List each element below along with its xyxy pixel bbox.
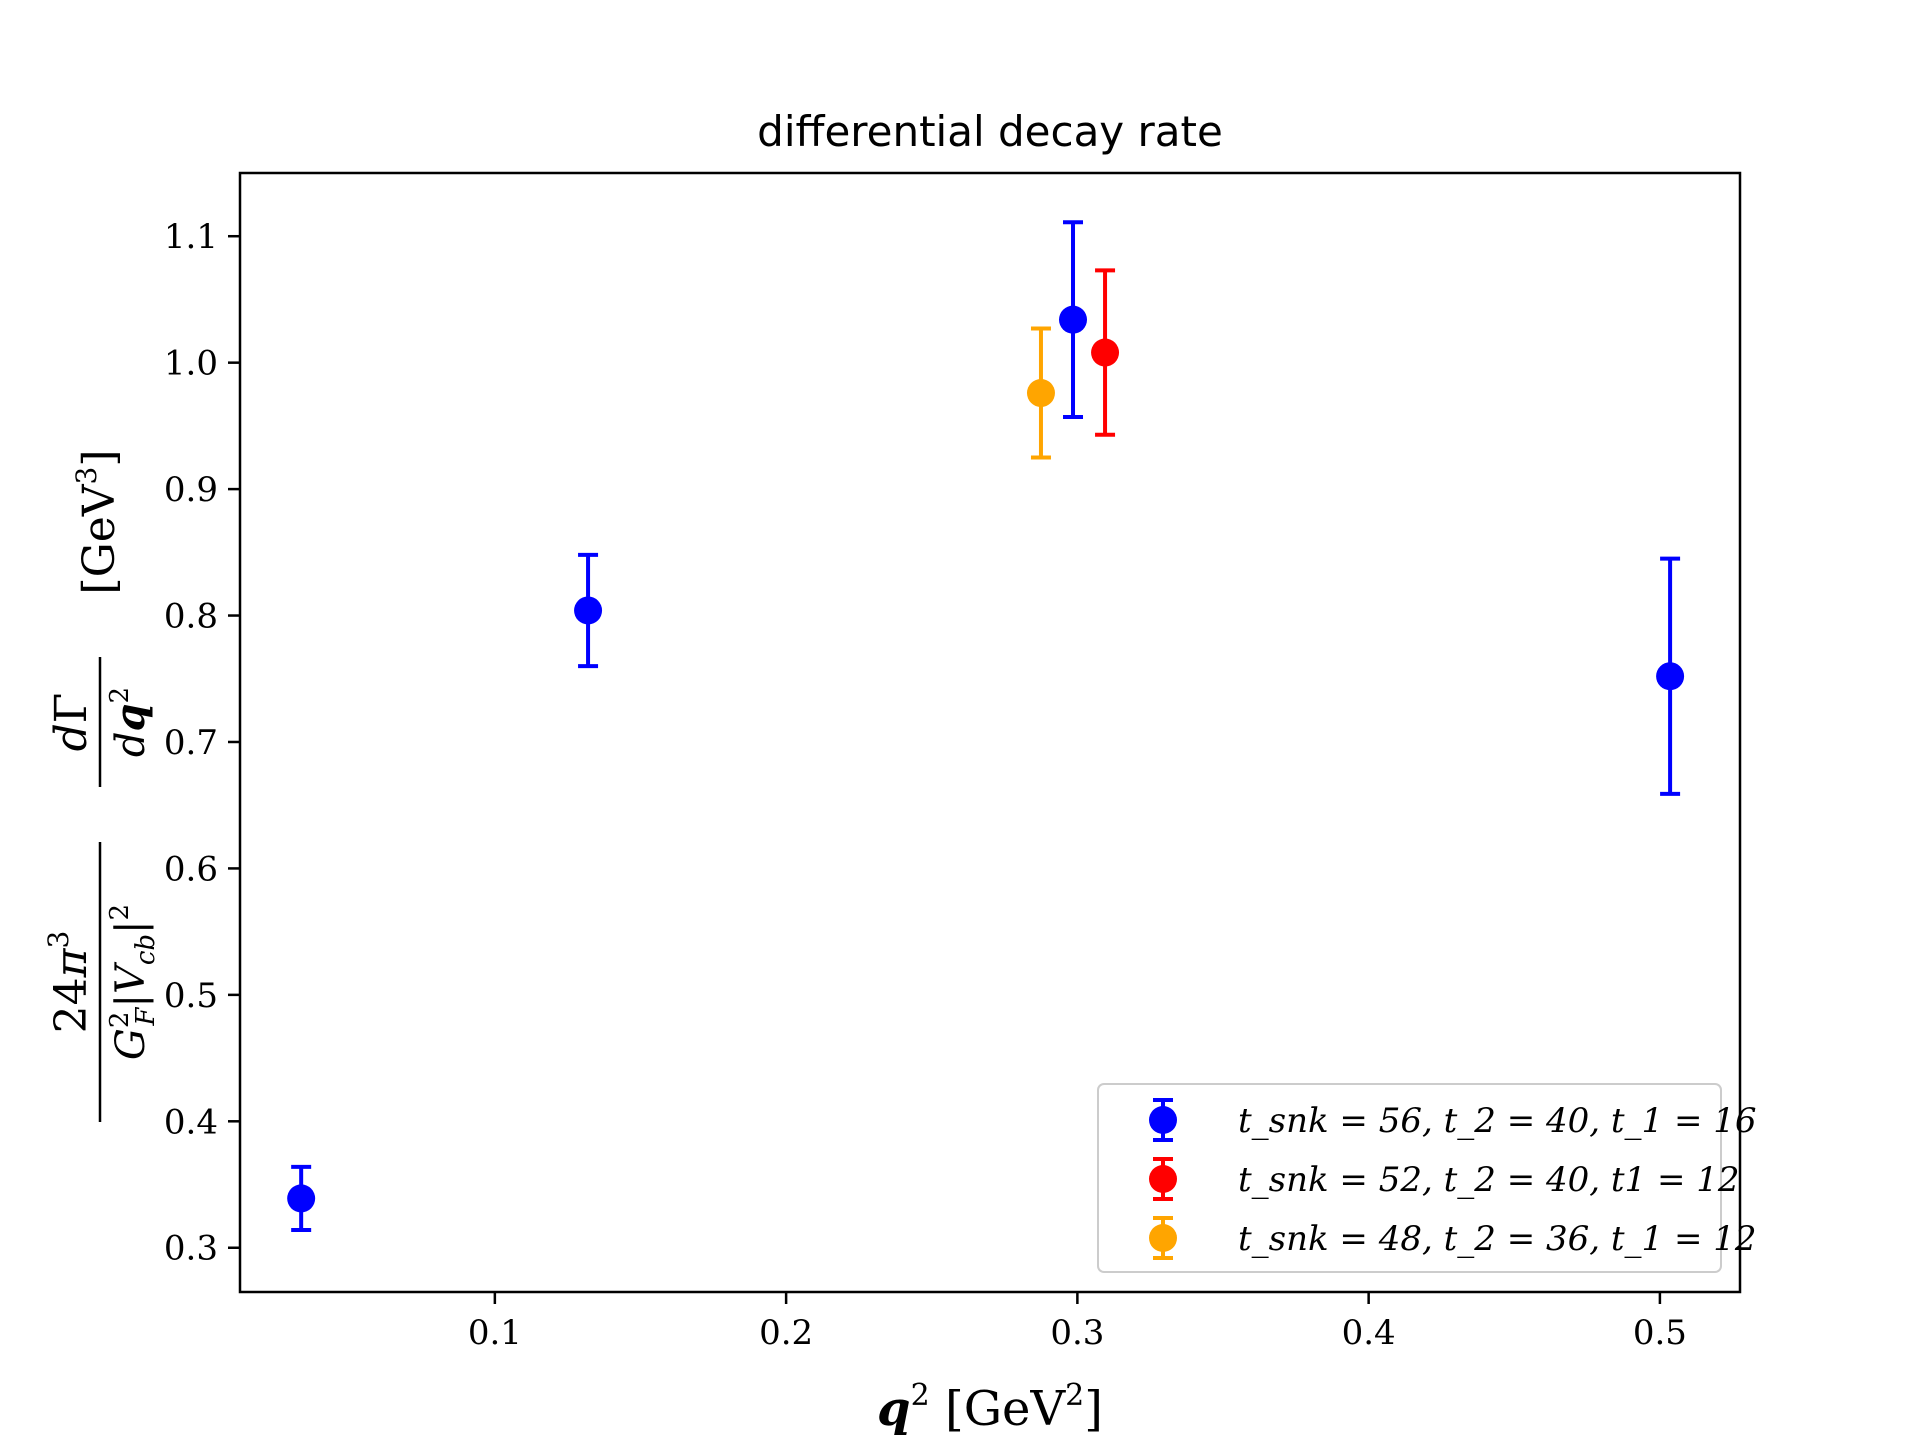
point-marker: [1656, 662, 1685, 691]
legend-label: t_snk = 56, t_2 = 40, t_1 = 16: [1238, 1101, 1757, 1141]
legend-marker: [1149, 1165, 1177, 1193]
svg-text:[GeV3]: [GeV3]: [70, 449, 125, 594]
legend-item: t_snk = 48, t_2 = 36, t_1 = 12: [1149, 1216, 1757, 1260]
y-tick-label: 1.1: [164, 217, 218, 257]
chart-title: differential decay rate: [757, 107, 1223, 156]
svg-text:24π3: 24π3: [42, 931, 97, 1034]
data-point: [574, 552, 603, 669]
data-point: [1656, 556, 1685, 796]
data-series: [287, 220, 1685, 1233]
y-tick-label: 0.4: [164, 1102, 218, 1142]
x-tick-label: 0.1: [468, 1313, 522, 1353]
point-marker: [1091, 338, 1120, 367]
svg-text:G2F|Vcb|2: G2F|Vcb|2: [105, 904, 161, 1060]
point-marker: [1026, 379, 1055, 408]
data-point: [1026, 326, 1055, 460]
svg-text:dΓ: dΓ: [46, 693, 97, 752]
y-axis-label: 24π3 G2F|Vcb|2 dΓ dq2 [GeV3]: [42, 449, 161, 1122]
legend-label: t_snk = 52, t_2 = 40, t1 = 12: [1238, 1160, 1740, 1200]
x-axis: 0.1 0.2 0.3 0.4 0.5: [468, 1292, 1687, 1353]
legend-frame: [1097, 1083, 1722, 1273]
x-tick-label: 0.5: [1633, 1313, 1687, 1353]
data-point: [1059, 220, 1088, 420]
y-tick-label: 0.6: [164, 849, 218, 889]
data-point: [1091, 268, 1120, 437]
x-axis-label: q2 [GeV2]: [877, 1378, 1103, 1437]
legend-item: t_snk = 52, t_2 = 40, t1 = 12: [1149, 1157, 1740, 1201]
x-tick-label: 0.4: [1342, 1313, 1396, 1353]
point-marker: [574, 596, 603, 625]
legend-item: t_snk = 56, t_2 = 40, t_1 = 16: [1149, 1098, 1757, 1142]
svg-text:dq2: dq2: [105, 687, 154, 757]
y-tick-label: 1.0: [164, 344, 218, 384]
y-tick-label: 0.3: [164, 1229, 218, 1269]
x-tick-label: 0.2: [759, 1313, 813, 1353]
point-marker: [287, 1184, 316, 1213]
legend-marker: [1149, 1224, 1177, 1252]
y-tick-label: 0.7: [164, 723, 218, 763]
y-axis: 0.3 0.4 0.5 0.6 0.7 0.8 0.9 1.0 1.1: [164, 217, 240, 1269]
x-tick-label: 0.3: [1050, 1313, 1104, 1353]
y-tick-label: 0.8: [164, 597, 218, 637]
point-marker: [1059, 305, 1088, 334]
y-tick-label: 0.9: [164, 470, 218, 510]
legend-label: t_snk = 48, t_2 = 36, t_1 = 12: [1238, 1219, 1757, 1259]
legend-marker: [1149, 1106, 1177, 1134]
legend: t_snk = 56, t_2 = 40, t_1 = 16 t_snk = 52…: [1097, 1083, 1757, 1273]
data-point: [287, 1164, 316, 1233]
y-tick-label: 0.5: [164, 976, 218, 1016]
